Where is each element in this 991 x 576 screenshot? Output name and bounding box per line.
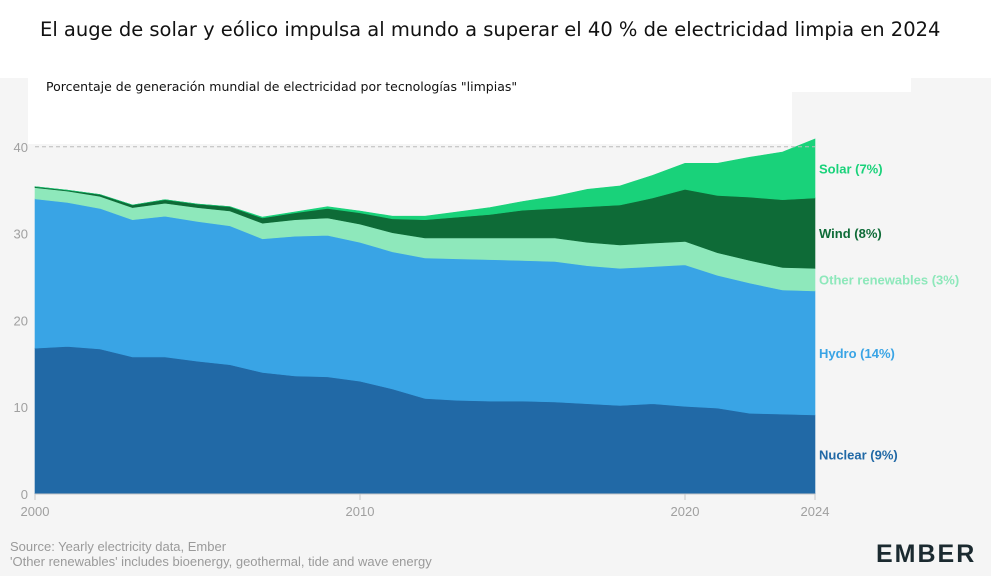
x-tick-label: 2020 [671, 504, 700, 519]
y-tick-label: 0 [21, 487, 28, 502]
series-label-hydro: Hydro (14%) [819, 346, 895, 361]
series-label-nuclear: Nuclear (9%) [819, 448, 898, 463]
legend-labels: Nuclear (9%) Hydro (14%) Other renewables … [819, 162, 959, 463]
subtitle-band [28, 72, 792, 144]
area-layer [34, 138, 816, 495]
y-tick-label: 30 [14, 227, 28, 242]
source-note: Source: Yearly electricity data, Ember '… [10, 539, 432, 569]
series-label-solar: Solar (7%) [819, 162, 883, 177]
ember-logo: EMBER [876, 540, 977, 568]
axis-layer: 0 10 20 30 40 2000 2010 2020 2024 [14, 140, 830, 519]
x-tick-label: 2010 [346, 504, 375, 519]
series-label-other-renewables: Other renewables (3%) [819, 273, 959, 288]
y-tick-label: 20 [14, 313, 28, 328]
chart-title: El auge de solar y eólico impulsa al mun… [40, 18, 941, 41]
x-tick-label: 2000 [21, 504, 50, 519]
source-line: 'Other renewables' includes bioenergy, g… [10, 554, 432, 569]
area-solar [34, 138, 816, 221]
chart-subtitle: Porcentaje de generación mundial de elec… [46, 79, 518, 94]
x-tick-label: 2024 [801, 504, 830, 519]
series-label-wind: Wind (8%) [819, 226, 882, 241]
y-tick-label: 40 [14, 140, 28, 155]
y-tick-label: 10 [14, 400, 28, 415]
source-line: Source: Yearly electricity data, Ember [10, 539, 227, 554]
